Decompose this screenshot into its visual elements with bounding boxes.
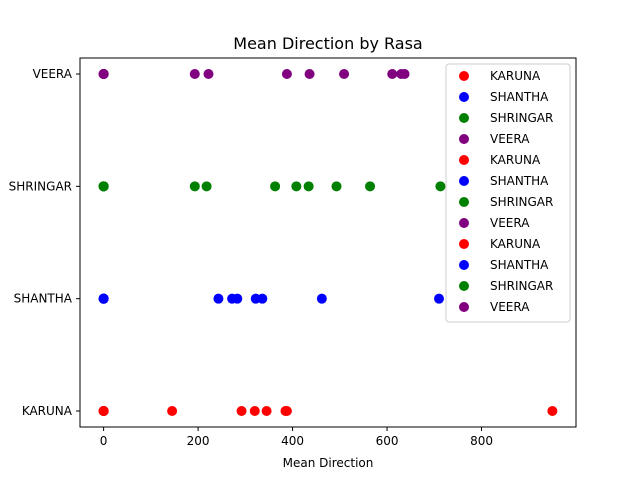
y-tick-label-shringar: SHRINGAR [9, 179, 72, 193]
legend-marker-2 [459, 113, 469, 123]
data-point-veera-3-10 [399, 69, 410, 79]
legend-marker-0 [459, 71, 469, 81]
legend-marker-1 [459, 92, 469, 102]
data-point-shringar-2-5 [270, 181, 281, 192]
data-point-karuna-0-3 [167, 406, 178, 416]
legend-label-4: KARUNA [490, 153, 541, 167]
legend-label-1: SHANTHA [490, 90, 549, 104]
legend-label-6: SHRINGAR [490, 195, 553, 209]
legend-marker-8 [459, 239, 469, 249]
data-point-shringar-2-3 [189, 181, 200, 192]
legend-marker-6 [459, 197, 469, 207]
legend-label-8: KARUNA [490, 237, 541, 251]
data-point-veera-11-0 [98, 69, 109, 79]
legend-frame [445, 63, 571, 323]
legend: KARUNA SHANTHA SHRINGAR VEERA KARUNA SHANTHA S… [445, 63, 571, 323]
data-point-karuna-0-8 [281, 406, 292, 416]
data-point-shringar-2-10 [435, 181, 446, 192]
x-tick-label-2: 400 [281, 434, 304, 448]
legend-marker-7 [459, 218, 469, 228]
x-axis: 0 200 400 600 800 [100, 427, 493, 448]
x-tick-label-1: 200 [187, 434, 210, 448]
legend-label-0: KARUNA [490, 69, 541, 83]
legend-marker-11 [459, 302, 469, 312]
data-point-shantha-1-3 [213, 293, 224, 304]
data-point-shantha-9-0 [98, 293, 109, 304]
legend-label-10: SHRINGAR [490, 279, 553, 293]
data-point-karuna-0-6 [261, 406, 272, 416]
legend-label-9: SHANTHA [490, 258, 549, 272]
legend-label-5: SHANTHA [490, 174, 549, 188]
data-point-karuna-8-0 [98, 406, 109, 416]
data-point-shringar-2-9 [365, 181, 376, 192]
data-point-shringar-2-7 [303, 181, 314, 192]
x-axis-label: Mean Direction [283, 456, 374, 470]
x-tick-label-0: 0 [100, 434, 108, 448]
x-tick-label-4: 800 [470, 434, 493, 448]
data-point-veera-3-8 [387, 69, 398, 79]
plot-area [79, 57, 577, 428]
chart-title: Mean Direction by Rasa [233, 34, 422, 53]
legend-marker-4 [459, 155, 469, 165]
data-point-karuna-4-1 [547, 406, 558, 416]
y-tick-label-veera: VEERA [33, 67, 73, 81]
legend-marker-3 [459, 134, 469, 144]
data-point-shringar-2-8 [331, 181, 342, 192]
data-point-shantha-1-5 [232, 293, 243, 304]
legend-label-2: SHRINGAR [490, 111, 553, 125]
y-tick-label-shantha: SHANTHA [14, 292, 73, 306]
data-point-shringar-2-6 [291, 181, 302, 192]
legend-label-7: VEERA [490, 216, 530, 230]
data-point-shantha-1-7 [257, 293, 268, 304]
data-point-shringar-2-4 [201, 181, 212, 192]
data-point-veera-3-5 [281, 69, 292, 79]
x-tick-label-3: 600 [376, 434, 399, 448]
plot-frame [79, 57, 577, 428]
legend-marker-9 [459, 260, 469, 270]
data-point-veera-3-3 [189, 69, 200, 79]
data-point-karuna-0-5 [249, 406, 260, 416]
data-point-shringar-10-0 [98, 181, 109, 192]
legend-label-11: VEERA [490, 300, 530, 314]
data-point-veera-3-7 [339, 69, 350, 79]
y-tick-label-karuna: KARUNA [22, 404, 73, 418]
data-point-veera-3-4 [203, 69, 214, 79]
data-point-karuna-0-4 [236, 406, 247, 416]
legend-label-3: VEERA [490, 132, 530, 146]
data-point-shantha-1-8 [316, 293, 327, 304]
data-point-veera-3-6 [304, 69, 315, 79]
data-point-shantha-1-9 [434, 293, 445, 304]
legend-marker-5 [459, 176, 469, 186]
legend-marker-10 [459, 281, 469, 291]
y-axis: KARUNA SHANTHA SHRINGAR VEERA [9, 67, 80, 418]
